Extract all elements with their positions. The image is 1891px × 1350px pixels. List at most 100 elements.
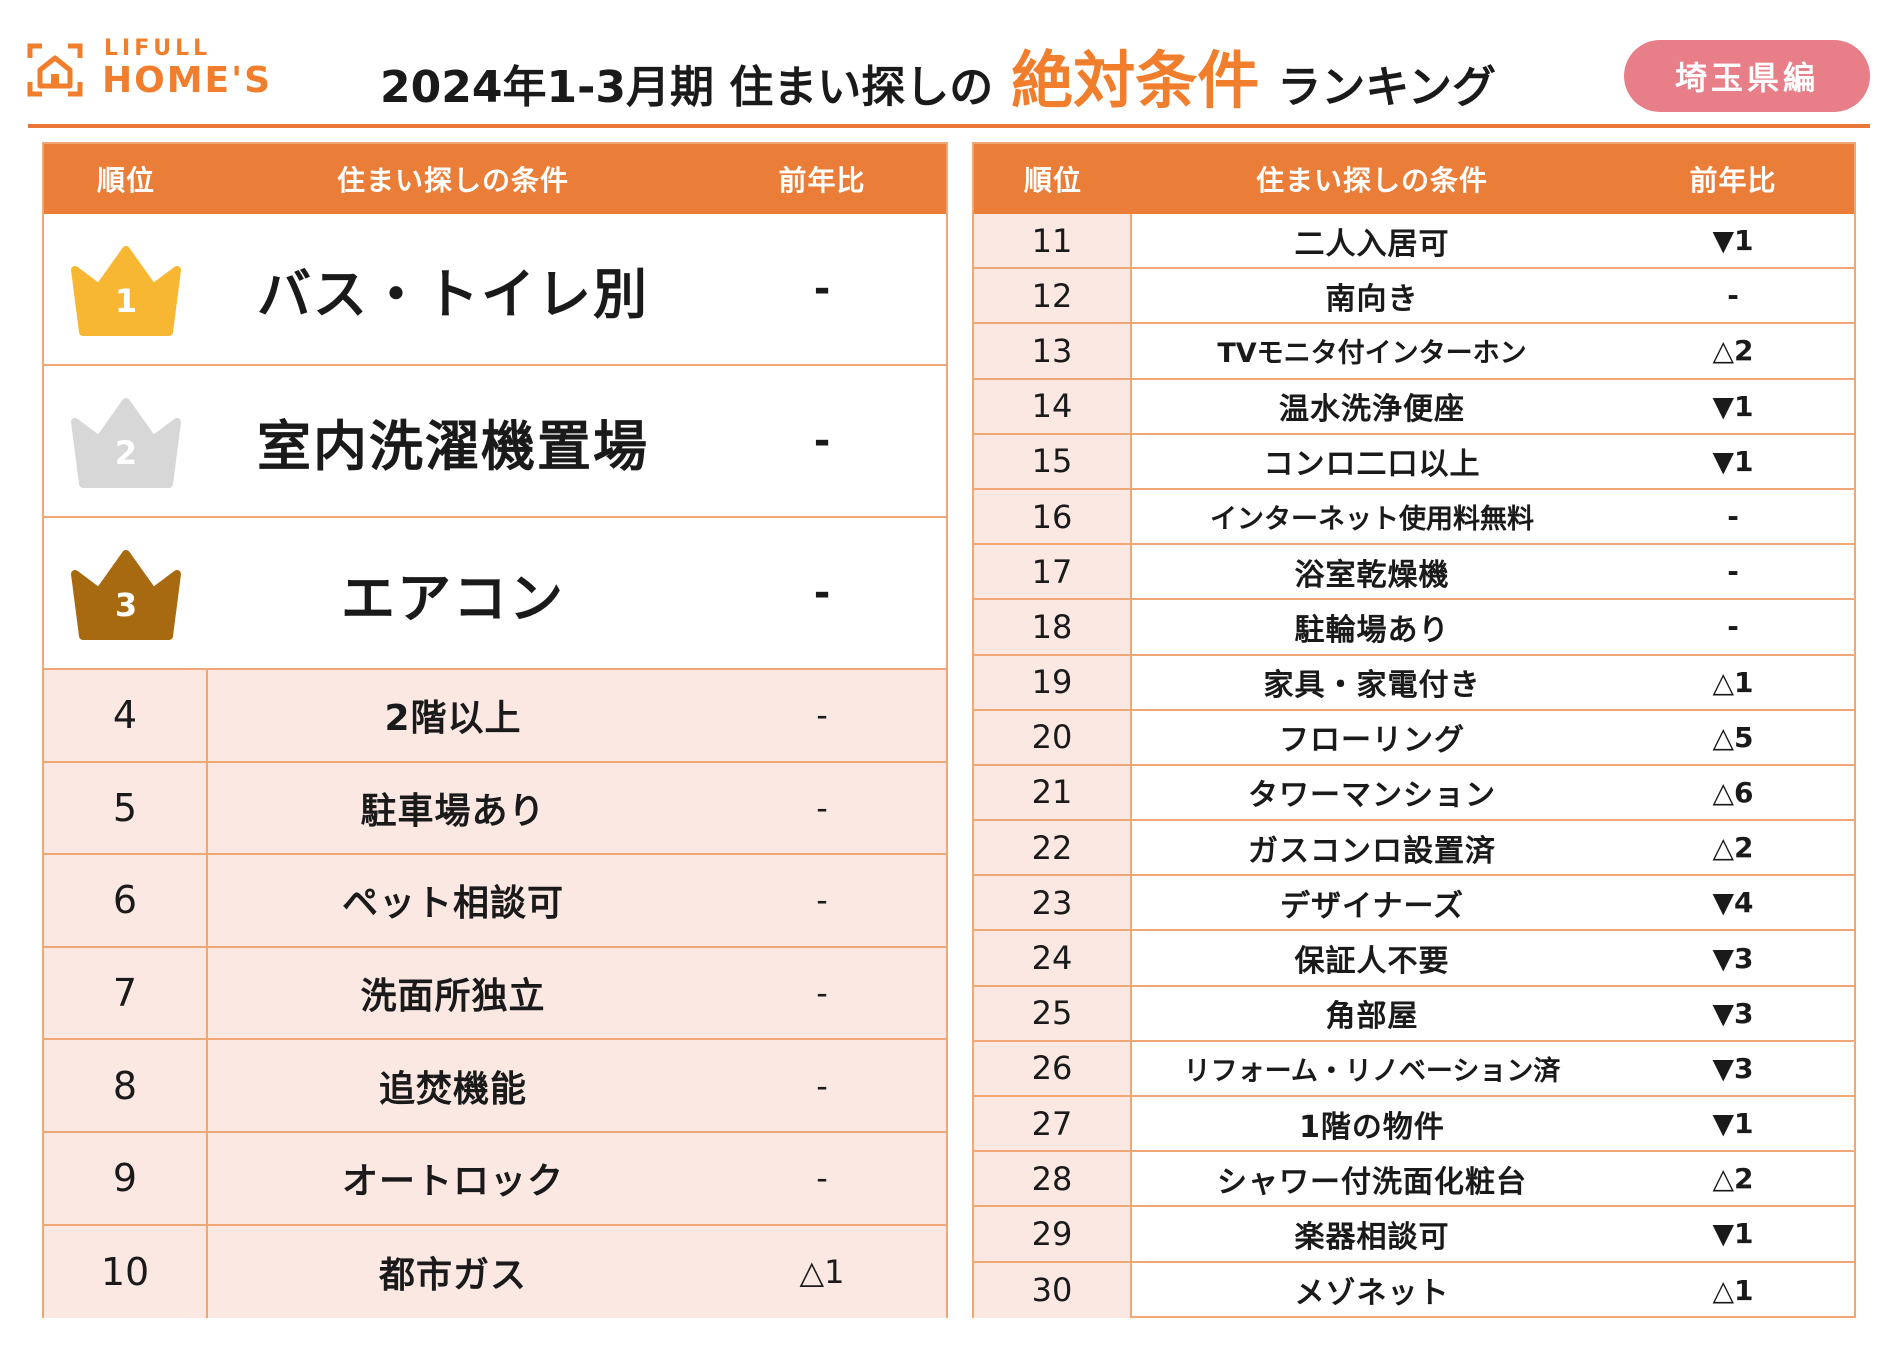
change-value: ▼1 — [1712, 389, 1754, 423]
change-value: - — [1727, 610, 1739, 644]
table-row: 19 家具・家電付き △1 — [974, 655, 1854, 711]
condition-label: ペット相談可 — [341, 883, 564, 925]
table-row: 9 オートロック - — [44, 1132, 946, 1226]
brand-name-top: LIFULL — [104, 36, 212, 61]
change-value: - — [816, 788, 828, 827]
rank-cell: 27 — [974, 1097, 1132, 1151]
rank-cell: 9 — [44, 1132, 208, 1224]
table-row: 6 ペット相談可 - — [44, 855, 946, 948]
condition-label: エアコン — [341, 566, 565, 630]
rank-cell: 4 — [44, 670, 208, 761]
table-row-rank-2: 2 室内洗濯機置場 - — [44, 366, 946, 518]
rank-cell: 29 — [974, 1207, 1132, 1261]
rank-cell: 19 — [974, 655, 1132, 709]
brand-logo: LIFULL HOME'S — [26, 36, 276, 106]
brand-name-bottom: HOME'S — [102, 60, 273, 101]
table-row: 21 タワーマンション △6 — [974, 765, 1854, 822]
gold-crown-icon: 1 — [69, 240, 183, 338]
condition-label: 都市ガス — [378, 1254, 527, 1296]
rank-cell: 21 — [974, 765, 1132, 820]
condition-label: デザイナーズ — [1280, 888, 1464, 924]
rank-cell: 20 — [974, 710, 1132, 764]
condition-label: フローリング — [1279, 723, 1465, 759]
crown-rank-number: 1 — [114, 282, 138, 320]
table-row: 18 駐輪場あり - — [974, 600, 1854, 656]
condition-label: 洗面所独立 — [360, 976, 546, 1018]
change-value: - — [816, 1159, 828, 1198]
condition-label: バス・トイレ別 — [257, 262, 649, 326]
table-row: 4 2階以上 - — [44, 670, 946, 763]
condition-label: 室内洗濯機置場 — [257, 414, 649, 478]
condition-label: コンロ二口以上 — [1263, 447, 1481, 483]
title-suffix: ランキング — [1277, 62, 1496, 113]
header-change: 前年比 — [1689, 164, 1777, 197]
silver-crown-icon: 2 — [69, 392, 183, 490]
change-value: - — [1727, 279, 1739, 313]
condition-label: 温水洗浄便座 — [1279, 392, 1465, 428]
crown-rank-number: 3 — [114, 586, 138, 624]
change-value: △2 — [1712, 831, 1754, 865]
table-row: 26 リフォーム・リノベーション済 ▼3 — [974, 1041, 1854, 1097]
rank-cell: 14 — [974, 379, 1132, 433]
rank-cell: 6 — [44, 855, 208, 946]
condition-label: リフォーム・リノベーション済 — [1183, 1055, 1561, 1087]
change-value: - — [813, 418, 831, 464]
house-icon — [26, 42, 84, 98]
rank-cell: 10 — [44, 1225, 208, 1319]
table-row: 10 都市ガス △1 — [44, 1225, 946, 1319]
title-emphasis: 絶対条件 — [1011, 44, 1260, 117]
condition-label: 角部屋 — [1325, 999, 1419, 1035]
condition-label: 保証人不要 — [1294, 944, 1450, 980]
header-change: 前年比 — [778, 164, 866, 197]
table-row: 11 二人入居可 ▼1 — [974, 214, 1854, 270]
rank-cell: 23 — [974, 876, 1132, 930]
rank-cell: 24 — [974, 931, 1132, 985]
condition-label: 楽器相談可 — [1294, 1219, 1450, 1255]
change-value: - — [816, 974, 828, 1013]
condition-label: 二人入居可 — [1294, 226, 1450, 262]
change-value: △1 — [1712, 1273, 1754, 1307]
change-value: ▼1 — [1712, 1217, 1754, 1251]
table-row: 24 保証人不要 ▼3 — [974, 931, 1854, 987]
change-value: △6 — [1712, 775, 1754, 809]
change-value: - — [816, 881, 828, 920]
table-row: 8 追焚機能 - — [44, 1040, 946, 1133]
title-prefix: 2024年1-3月期 住まい探しの — [380, 62, 994, 113]
condition-label: 南向き — [1325, 281, 1419, 317]
condition-label: 1階の物件 — [1299, 1109, 1445, 1145]
condition-label: 2階以上 — [384, 698, 522, 740]
change-value: ▼3 — [1712, 1051, 1754, 1085]
table-row: 28 シャワー付洗面化粧台 △2 — [974, 1152, 1854, 1208]
condition-label: ガスコンロ設置済 — [1248, 833, 1496, 869]
table-row: 13 TVモニタ付インターホン △2 — [974, 324, 1854, 380]
crown-rank-number: 2 — [114, 434, 138, 472]
rank-cell: 5 — [44, 762, 208, 854]
table-row: 15 コンロ二口以上 ▼1 — [974, 434, 1854, 490]
table-header: 順位 住まい探しの条件 前年比 — [974, 144, 1854, 214]
rank-cell: 15 — [974, 434, 1132, 488]
rank-cell: 11 — [974, 214, 1132, 268]
rank-cell: 28 — [974, 1152, 1132, 1206]
condition-label: メゾネット — [1294, 1276, 1450, 1312]
change-value: - — [816, 1066, 828, 1105]
change-value: △1 — [799, 1252, 845, 1291]
rank-cell: 22 — [974, 821, 1132, 875]
condition-label: インターネット使用料無料 — [1210, 504, 1534, 536]
table-row-rank-3: 3 エアコン - — [44, 518, 946, 670]
condition-label: 浴室乾燥機 — [1294, 557, 1450, 593]
condition-label: シャワー付洗面化粧台 — [1217, 1164, 1527, 1200]
change-value: △5 — [1712, 720, 1754, 754]
change-value: ▼3 — [1712, 941, 1754, 975]
rank-cell: 26 — [974, 1041, 1132, 1095]
rank-cell: 17 — [974, 545, 1132, 599]
condition-label: 家具・家電付き — [1263, 668, 1481, 704]
table-row: 25 角部屋 ▼3 — [974, 986, 1854, 1042]
rank-cell: 7 — [44, 947, 208, 1039]
table-header: 順位 住まい探しの条件 前年比 — [44, 144, 946, 214]
table-row: 23 デザイナーズ ▼4 — [974, 876, 1854, 932]
header-condition: 住まい探しの条件 — [1255, 164, 1488, 197]
table-row: 20 フローリング △5 — [974, 710, 1854, 766]
table-row-rank-1: 1 バス・トイレ別 - — [44, 214, 946, 366]
header-rank: 順位 — [1023, 164, 1082, 197]
table-row: 30 メゾネット △1 — [974, 1262, 1854, 1318]
